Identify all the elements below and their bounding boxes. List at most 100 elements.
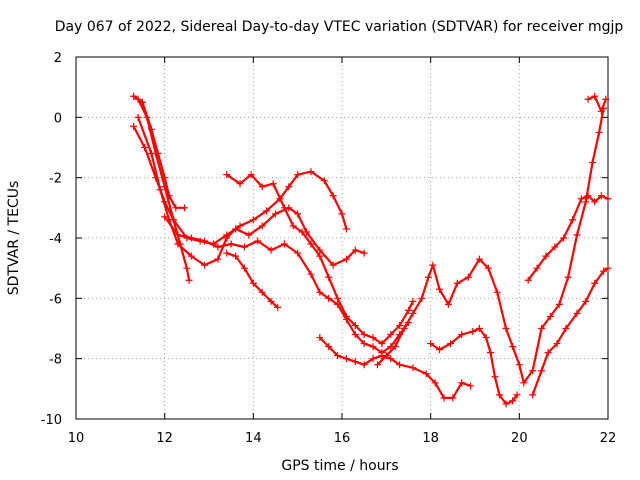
data-point-marker	[280, 240, 288, 248]
data-point-marker	[161, 213, 169, 221]
data-point-marker	[551, 243, 559, 251]
data-point-marker	[582, 297, 590, 305]
series-line	[531, 267, 610, 396]
data-point-marker	[130, 92, 138, 100]
data-point-marker	[405, 306, 412, 314]
x-tick-label: 14	[245, 431, 262, 446]
data-point-marker	[495, 391, 503, 399]
data-point-marker	[176, 240, 184, 248]
data-point-marker	[360, 249, 368, 257]
data-point-marker	[141, 144, 149, 151]
data-point-marker	[449, 394, 457, 402]
data-point-marker	[187, 234, 195, 242]
series-sat-g	[223, 249, 282, 311]
series-sat-l	[524, 192, 612, 284]
data-point-marker	[544, 349, 552, 357]
data-point-marker	[538, 367, 545, 375]
data-point-marker	[369, 355, 377, 363]
data-point-marker	[502, 325, 510, 332]
series-line	[587, 95, 607, 113]
data-point-marker	[584, 95, 592, 103]
series-sat-m	[584, 92, 610, 115]
data-point-marker	[249, 279, 257, 287]
data-point-marker	[183, 264, 191, 272]
data-point-marker	[325, 343, 333, 351]
data-point-marker	[542, 252, 550, 260]
data-point-marker	[387, 355, 395, 363]
data-point-marker	[597, 192, 605, 200]
data-point-marker	[396, 361, 404, 369]
data-point-marker	[269, 180, 277, 188]
data-point-marker	[591, 198, 599, 206]
data-point-marker	[236, 180, 244, 188]
data-point-marker	[418, 294, 426, 302]
data-point-marker	[469, 328, 477, 336]
data-point-marker	[152, 150, 160, 158]
series-sat-j	[427, 325, 521, 408]
data-point-marker	[520, 379, 528, 387]
data-point-marker	[429, 261, 437, 269]
y-tick-label: -4	[49, 232, 62, 247]
data-point-marker	[232, 225, 240, 233]
y-tick-label: 2	[54, 51, 62, 66]
data-point-marker	[342, 225, 350, 233]
data-point-marker	[436, 346, 444, 354]
data-point-marker	[484, 264, 492, 272]
data-point-marker	[440, 394, 448, 402]
data-point-marker	[400, 325, 408, 332]
data-point-marker	[174, 231, 182, 239]
series-line	[163, 215, 410, 354]
x-tick-label: 12	[156, 431, 173, 446]
data-point-marker	[538, 325, 545, 332]
data-point-marker	[524, 276, 532, 284]
data-point-marker	[223, 171, 231, 179]
data-point-marker	[258, 222, 266, 230]
data-point-marker	[245, 231, 253, 239]
data-point-marker	[187, 252, 195, 260]
data-point-marker	[597, 107, 605, 115]
data-point-marker	[591, 279, 599, 287]
data-point-marker	[316, 246, 324, 254]
data-point-marker	[564, 273, 572, 281]
data-point-marker	[214, 243, 222, 251]
data-point-marker	[533, 264, 541, 272]
data-point-marker	[316, 252, 324, 260]
data-point-marker	[316, 334, 324, 342]
series-line	[429, 327, 519, 405]
data-point-marker	[289, 222, 297, 230]
data-point-marker	[569, 216, 577, 224]
data-point-marker	[373, 361, 381, 369]
y-tick-label: -10	[41, 413, 62, 428]
data-point-marker	[307, 168, 315, 176]
data-point-marker	[369, 334, 377, 342]
data-point-marker	[320, 177, 328, 185]
data-point-marker	[258, 183, 266, 191]
data-point-marker	[274, 303, 282, 311]
series-sat-i	[373, 104, 608, 387]
series-sat-a	[130, 92, 189, 212]
data-point-marker	[595, 128, 603, 136]
data-point-marker	[436, 285, 444, 293]
series-sat-e	[223, 171, 417, 348]
data-point-marker	[396, 321, 404, 329]
y-axis-label: SDTVAR / TECUs	[6, 181, 22, 296]
data-point-marker	[502, 400, 510, 408]
series-line	[132, 125, 348, 246]
data-point-marker	[422, 370, 430, 378]
data-point-marker	[591, 92, 599, 100]
series-line	[132, 95, 186, 209]
data-point-marker	[130, 122, 138, 130]
series-sat-h	[316, 334, 475, 402]
data-point-marker	[249, 216, 257, 224]
data-point-marker	[181, 204, 189, 212]
data-point-marker	[378, 340, 386, 348]
data-point-marker	[409, 364, 417, 372]
data-point-marker	[482, 334, 490, 342]
data-point-marker	[509, 343, 517, 351]
y-tick-labels: 2 0 -2 -4 -6 -8 -10	[41, 51, 62, 428]
series-layer	[130, 92, 612, 408]
data-point-marker	[134, 95, 142, 103]
data-point-marker	[409, 309, 417, 317]
data-point-marker	[475, 325, 483, 332]
